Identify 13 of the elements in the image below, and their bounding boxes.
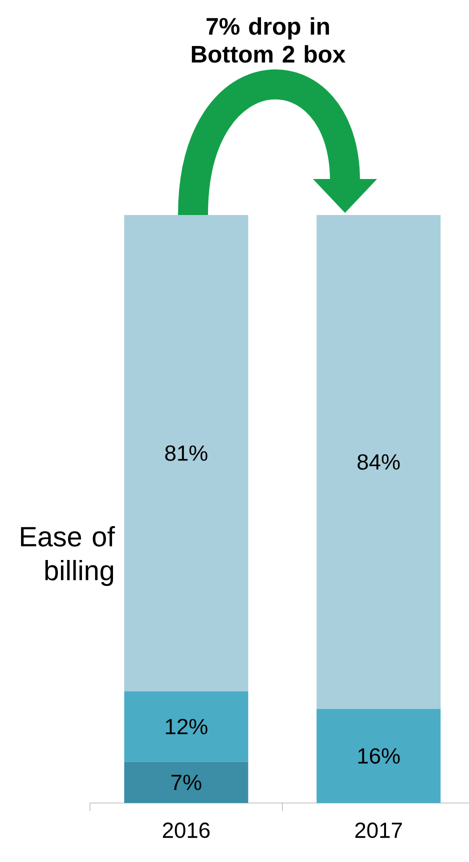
x-tick-label: 2016 <box>162 822 210 838</box>
data-label: 81% <box>165 445 208 461</box>
data-label: 84% <box>358 454 400 470</box>
text: 7% drop in Bottom 2 box <box>192 17 346 63</box>
bar <box>316 708 441 803</box>
bar <box>124 762 248 803</box>
data-label: 12% <box>166 718 208 734</box>
y-axis-title: Ease of billing <box>21 526 115 586</box>
data-label: 16% <box>358 748 400 764</box>
bar <box>124 691 248 762</box>
data-label: 7% <box>171 774 202 790</box>
x-tick-label: 2017 <box>355 822 402 838</box>
bar <box>316 214 441 709</box>
